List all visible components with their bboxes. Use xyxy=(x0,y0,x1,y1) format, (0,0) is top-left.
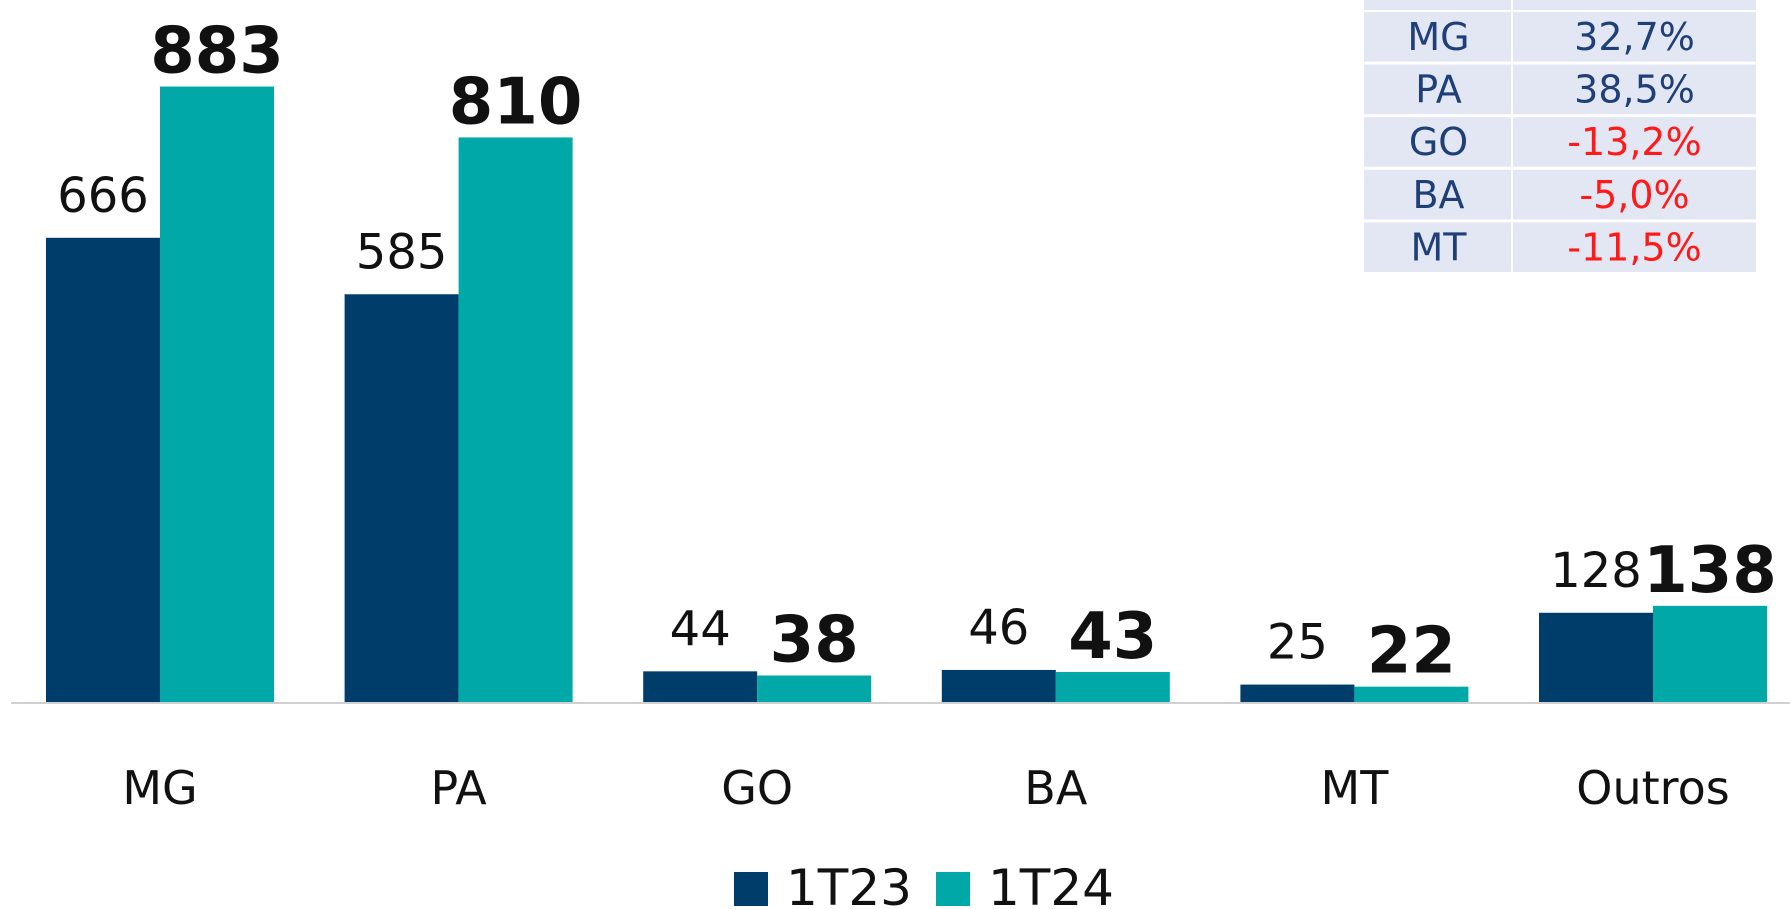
table-state: GO xyxy=(1409,120,1468,164)
table-row-bg xyxy=(1364,0,1511,10)
table-variation: -11,5% xyxy=(1567,225,1701,269)
bar xyxy=(458,137,573,702)
table-cell xyxy=(1364,12,1511,62)
bar xyxy=(1539,612,1653,702)
bar xyxy=(1653,605,1767,702)
bar xyxy=(941,669,1056,702)
table-state: PA xyxy=(1415,68,1461,112)
x-tick-label: BA xyxy=(1024,761,1088,815)
bar xyxy=(344,294,459,702)
legend-swatch xyxy=(936,872,970,906)
table-cell xyxy=(1364,222,1511,272)
table-variation: 38,5% xyxy=(1574,68,1695,112)
table-state: MT xyxy=(1411,225,1468,269)
value-label: 43 xyxy=(1068,600,1157,674)
bar xyxy=(160,86,274,702)
table-cell xyxy=(1513,64,1756,115)
x-tick-label: MG xyxy=(122,761,197,815)
table-cell xyxy=(1513,117,1756,167)
x-tick-label: GO xyxy=(721,761,793,815)
bar xyxy=(643,671,758,702)
table-state: MG xyxy=(1407,15,1469,59)
bar xyxy=(1240,684,1355,702)
value-label: 22 xyxy=(1367,615,1456,689)
bar xyxy=(1055,672,1170,702)
legend-label: 1T23 xyxy=(786,859,912,909)
bar xyxy=(757,675,872,702)
value-label: 585 xyxy=(356,224,448,280)
x-tick-label: MT xyxy=(1321,761,1390,815)
table-cell xyxy=(1364,169,1511,220)
table-state: BA xyxy=(1412,173,1464,217)
table-variation: -13,2% xyxy=(1567,120,1701,164)
value-label: 25 xyxy=(1267,615,1328,671)
table-row-bg xyxy=(1513,0,1756,10)
table-variation: 32,7% xyxy=(1574,15,1695,59)
value-label: 38 xyxy=(770,604,859,678)
value-label: 666 xyxy=(57,168,149,224)
table-cell xyxy=(1364,64,1511,115)
table-cell xyxy=(1364,117,1511,167)
x-tick-label: PA xyxy=(430,761,487,815)
bar xyxy=(1354,686,1469,702)
value-label: 128 xyxy=(1550,543,1642,599)
table-cell xyxy=(1513,169,1756,220)
value-label: 46 xyxy=(968,600,1029,656)
bar xyxy=(46,237,160,702)
table-cell xyxy=(1513,12,1756,62)
value-label: 138 xyxy=(1643,534,1777,608)
value-label: 44 xyxy=(670,601,731,657)
legend-swatch xyxy=(734,872,768,906)
legend-label: 1T24 xyxy=(988,859,1114,909)
x-tick-label: Outros xyxy=(1576,761,1729,815)
table-variation: -5,0% xyxy=(1579,173,1689,217)
value-label: 810 xyxy=(449,65,583,139)
table-cell xyxy=(1513,222,1756,272)
value-label: 883 xyxy=(150,15,284,89)
